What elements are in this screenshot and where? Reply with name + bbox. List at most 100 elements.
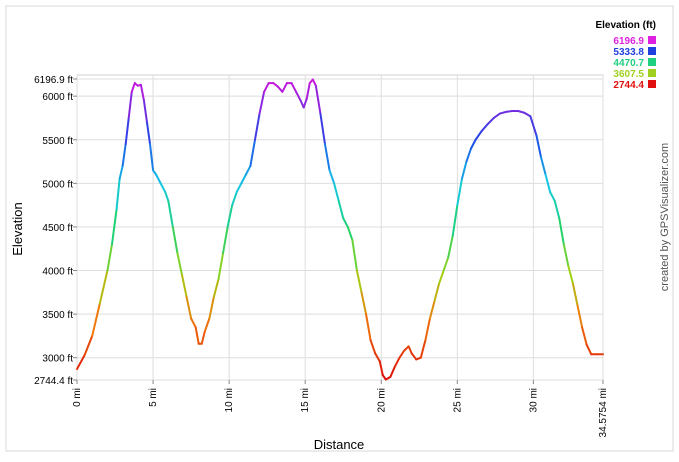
profile-segment xyxy=(474,130,483,141)
profile-segment xyxy=(470,138,477,150)
profile-segment xyxy=(562,243,570,268)
profile-segment xyxy=(558,217,565,246)
profile-segment xyxy=(231,191,238,207)
profile-segment xyxy=(319,112,326,146)
profile-segment xyxy=(535,134,542,159)
profile-segment xyxy=(433,282,441,303)
profile-segment xyxy=(517,109,526,114)
profile-segment xyxy=(374,352,381,363)
x-tick-label: 5 mi xyxy=(148,388,159,407)
profile-segment xyxy=(369,339,377,355)
profile-segment xyxy=(540,156,547,176)
legend-swatch xyxy=(648,80,656,88)
y-tick-label: 2744.4 ft xyxy=(34,376,73,387)
profile-segment xyxy=(253,112,261,141)
profile-segment xyxy=(428,300,436,320)
profile-segment xyxy=(419,339,427,359)
profile-segment xyxy=(360,291,368,316)
profile-segment xyxy=(149,143,155,172)
profile-segment xyxy=(171,225,179,255)
legend-title: Elevation (ft) xyxy=(595,20,656,31)
profile-segment xyxy=(486,116,495,126)
profile-segment xyxy=(549,191,556,202)
profile-segment xyxy=(410,352,418,361)
profile-segment xyxy=(323,143,331,172)
profile-segment xyxy=(398,349,406,359)
grid xyxy=(76,75,604,381)
profile-segment xyxy=(447,234,454,259)
y-axis-ticks: 2744.4 ft 3000 ft 3500 ft 4000 ft 4500 ft 500… xyxy=(34,75,77,387)
profile-segment xyxy=(212,278,220,298)
x-tick-label: 10 mi xyxy=(224,388,235,412)
profile-segment xyxy=(263,82,270,93)
profile-segment xyxy=(553,199,561,220)
profile-segment xyxy=(407,345,413,355)
profile-segment xyxy=(314,84,322,115)
profile-segment xyxy=(529,115,538,137)
y-tick-label: 5500 ft xyxy=(42,136,73,147)
profile-segment xyxy=(424,317,431,342)
x-axis-ticks: 0 mi 5 mi 10 mi 15 mi 20 mi 25 mi 30 mi 34.5754… xyxy=(72,380,609,437)
profile-segment xyxy=(83,334,94,357)
profile-segment xyxy=(346,225,354,242)
profile-segment xyxy=(130,82,136,93)
profile-segment xyxy=(167,199,174,228)
elevation-profile-line xyxy=(76,78,604,381)
profile-segment xyxy=(295,90,302,102)
profile-segment xyxy=(127,90,133,119)
profile-segment xyxy=(249,138,256,167)
profile-segment xyxy=(145,121,152,146)
profile-segment xyxy=(523,111,532,118)
profile-segment xyxy=(389,365,396,378)
profile-segment xyxy=(492,112,501,119)
profile-segment xyxy=(106,243,113,272)
profile-segment xyxy=(176,252,183,276)
profile-segment xyxy=(333,182,340,202)
profile-segment xyxy=(258,90,266,115)
x-tick-label: 20 mi xyxy=(376,388,387,412)
profile-segment xyxy=(571,282,579,307)
profile-segment xyxy=(305,82,311,100)
profile-segment xyxy=(203,317,211,333)
profile-segment xyxy=(121,143,127,167)
y-tick-label: 3500 ft xyxy=(42,310,73,321)
profile-segment xyxy=(576,304,584,329)
x-axis-label: Distance xyxy=(314,437,365,452)
chart-border xyxy=(5,5,674,452)
profile-segment xyxy=(328,169,336,185)
profile-segment xyxy=(311,78,317,87)
profile-segment xyxy=(281,82,288,93)
x-tick-label: 15 mi xyxy=(300,388,311,412)
x-tick-label: 25 mi xyxy=(452,388,463,412)
legend-entry-label: 4470.7 xyxy=(613,58,644,69)
profile-segment xyxy=(480,123,489,133)
legend-swatch xyxy=(648,47,656,55)
profile-segment xyxy=(498,110,508,115)
legend-entry-label: 5333.8 xyxy=(613,47,644,58)
profile-segment xyxy=(76,354,86,371)
profile-segment xyxy=(115,177,121,211)
y-tick-label: 4000 ft xyxy=(42,267,73,278)
profile-segment xyxy=(393,356,401,368)
profile-segment xyxy=(460,160,468,180)
profile-segment xyxy=(208,295,215,320)
y-tick-label: 6196.9 ft xyxy=(34,75,73,86)
profile-segment xyxy=(185,295,193,320)
legend-swatch xyxy=(648,58,656,66)
profile-segment xyxy=(244,164,252,176)
profile-segment xyxy=(155,173,162,185)
legend-swatch xyxy=(648,36,656,44)
profile-segment xyxy=(544,173,552,194)
profile-segment xyxy=(124,116,130,146)
profile-segment xyxy=(164,191,170,202)
profile-segment xyxy=(290,82,298,93)
profile-segment xyxy=(337,199,345,220)
profile-segment xyxy=(91,302,101,337)
profile-segment xyxy=(240,173,247,185)
profile-segment xyxy=(351,239,358,272)
profile-segment xyxy=(451,204,459,237)
profile-segment xyxy=(456,177,463,207)
profile-segment xyxy=(378,360,384,377)
y-axis-label: Elevation xyxy=(10,202,25,255)
